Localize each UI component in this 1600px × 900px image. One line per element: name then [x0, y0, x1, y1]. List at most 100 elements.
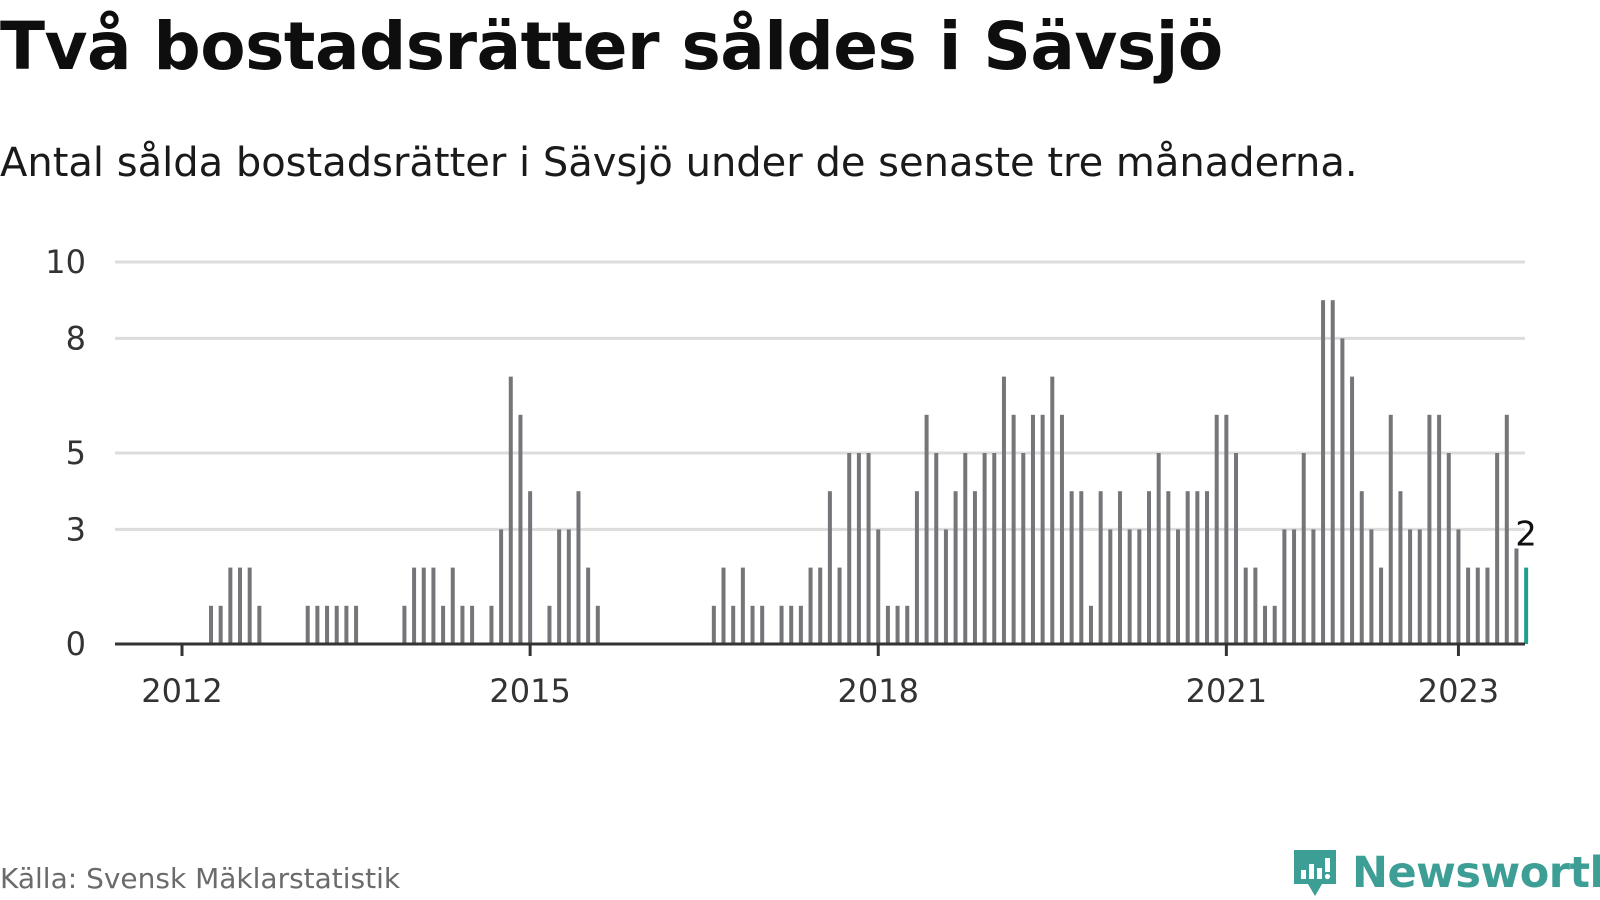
bar	[1475, 567, 1480, 644]
bar	[721, 567, 726, 644]
bar	[1205, 491, 1210, 644]
bar	[305, 605, 310, 644]
bar-chart: 0 3 5 8 10 2012 2015 2018 2021 2023 2	[45, 243, 1537, 710]
bar	[1156, 453, 1161, 644]
bar	[711, 605, 716, 644]
bars	[209, 300, 1529, 644]
bar	[547, 605, 552, 644]
bar	[1350, 376, 1355, 644]
x-tick-label: 2018	[838, 672, 919, 710]
bar	[1001, 376, 1006, 644]
bar	[315, 605, 320, 644]
bar	[528, 491, 533, 644]
bar	[885, 605, 890, 644]
bar	[1166, 491, 1171, 644]
bar	[1234, 453, 1239, 644]
bar	[238, 567, 243, 644]
bar	[895, 605, 900, 644]
bar	[934, 453, 939, 644]
bar	[1050, 376, 1055, 644]
x-tick-label: 2021	[1186, 672, 1267, 710]
gridlines	[115, 260, 1525, 531]
bar	[1359, 491, 1364, 644]
bar	[818, 567, 823, 644]
bar	[557, 529, 562, 644]
y-tick-label: 0	[66, 625, 86, 663]
bar	[209, 605, 214, 644]
brand-name: Newsworthy	[1352, 848, 1600, 898]
bar	[1137, 529, 1142, 644]
bar	[1417, 529, 1422, 644]
bar	[731, 605, 736, 644]
bar	[489, 605, 494, 644]
bar	[1079, 491, 1084, 644]
bar	[508, 376, 513, 644]
bar	[460, 605, 465, 644]
bar	[750, 605, 755, 644]
bar	[1466, 567, 1471, 644]
bar	[1098, 491, 1103, 644]
bar	[1214, 414, 1219, 644]
bar	[1243, 567, 1248, 644]
bar	[1311, 529, 1316, 644]
bar	[1069, 491, 1074, 644]
bar	[1495, 453, 1500, 644]
bar	[808, 567, 813, 644]
bar	[1253, 567, 1258, 644]
bar	[1021, 453, 1026, 644]
bar	[576, 491, 581, 644]
bar	[1011, 414, 1016, 644]
y-tick-label: 10	[45, 243, 86, 281]
bar	[1321, 300, 1326, 644]
x-tick-label: 2023	[1418, 672, 1499, 710]
bar	[1224, 414, 1229, 644]
bar	[740, 567, 745, 644]
y-axis: 0 3 5 8 10	[45, 243, 86, 663]
bar	[1059, 414, 1064, 644]
bar	[943, 529, 948, 644]
bar	[760, 605, 765, 644]
newsworthy-logo-icon	[1294, 850, 1336, 896]
bar	[972, 491, 977, 644]
bar	[421, 567, 426, 644]
bar	[1108, 529, 1113, 644]
source-note: Källa: Svensk Mäklarstatistik	[0, 862, 401, 895]
bar	[856, 453, 861, 644]
bar	[1030, 414, 1035, 644]
bar	[1272, 605, 1277, 644]
bar	[1263, 605, 1268, 644]
bar	[1330, 300, 1335, 644]
x-tick-label: 2015	[489, 672, 570, 710]
bar	[1514, 548, 1519, 644]
bar	[1504, 414, 1509, 644]
bar	[1292, 529, 1297, 644]
bar	[1456, 529, 1461, 644]
bar	[412, 567, 417, 644]
bar	[325, 605, 330, 644]
bar	[1127, 529, 1132, 644]
bar	[257, 605, 262, 644]
bar	[354, 605, 359, 644]
bar	[247, 567, 252, 644]
bar	[779, 605, 784, 644]
chart-title: Två bostadsrätter såldes i Sävsjö	[0, 8, 1223, 85]
bar	[1379, 567, 1384, 644]
bar	[441, 605, 446, 644]
bar	[1437, 414, 1442, 644]
bar	[334, 605, 339, 644]
bar	[518, 414, 523, 644]
newsworthy-logo[interactable]: Newsworthy	[1292, 848, 1600, 898]
bar	[837, 567, 842, 644]
data-label-latest: 2	[1515, 515, 1537, 555]
y-tick-label: 3	[66, 510, 86, 548]
bar	[1282, 529, 1287, 644]
bar	[789, 605, 794, 644]
bar	[963, 453, 968, 644]
bar	[218, 605, 223, 644]
bar	[827, 491, 832, 644]
bar	[1485, 567, 1490, 644]
bar	[1446, 453, 1451, 644]
y-tick-label: 5	[66, 434, 86, 472]
bar	[499, 529, 504, 644]
bar	[847, 453, 852, 644]
